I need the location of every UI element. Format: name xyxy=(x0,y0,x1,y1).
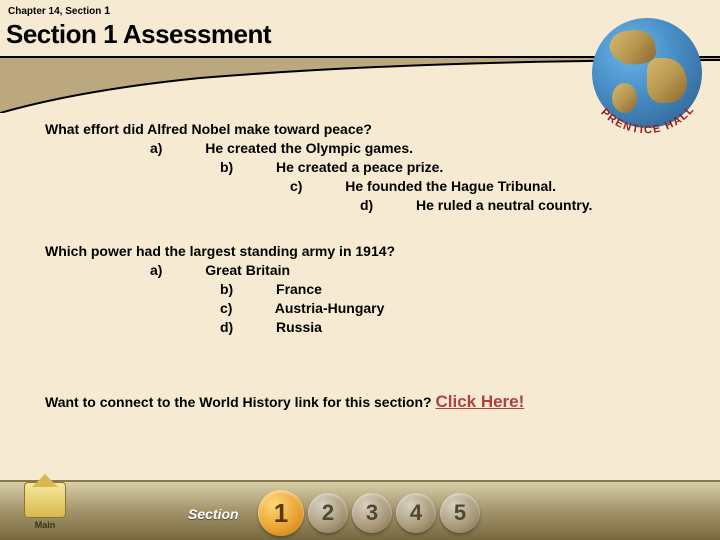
question-block-2: Which power had the largest standing arm… xyxy=(45,242,665,336)
option-row: c) Austria-Hungary xyxy=(45,299,665,318)
footer-bar: Main Section 1 2 3 4 5 xyxy=(0,480,720,540)
section-number-buttons: 1 2 3 4 5 xyxy=(258,493,480,536)
option-text: Russia xyxy=(276,319,322,335)
section-title: Section 1 Assessment xyxy=(6,19,271,50)
option-text: He founded the Hague Tribunal. xyxy=(345,178,556,194)
section-footer-label: Section xyxy=(188,506,239,522)
option-text: Austria-Hungary xyxy=(275,300,385,316)
home-icon xyxy=(24,482,66,518)
external-link-row: Want to connect to the World History lin… xyxy=(45,392,665,412)
question-block-1: What effort did Alfred Nobel make toward… xyxy=(45,120,665,214)
option-letter: d) xyxy=(360,197,373,213)
option-row: a) He created the Olympic games. xyxy=(45,139,665,158)
question-prompt: Which power had the largest standing arm… xyxy=(45,242,665,261)
option-letter: a) xyxy=(150,140,162,156)
content-area: What effort did Alfred Nobel make toward… xyxy=(45,120,665,412)
option-letter: c) xyxy=(220,300,232,316)
option-text: He created a peace prize. xyxy=(276,159,443,175)
section-button-5[interactable]: 5 xyxy=(440,493,480,533)
section-button-3[interactable]: 3 xyxy=(352,493,392,533)
option-row: a) Great Britain xyxy=(45,261,665,280)
option-row: d) Russia xyxy=(45,318,665,337)
option-letter: b) xyxy=(220,159,233,175)
option-text: He ruled a neutral country. xyxy=(416,197,592,213)
main-home-button[interactable]: Main xyxy=(24,482,66,530)
option-row: d) He ruled a neutral country. xyxy=(45,196,665,215)
option-text: France xyxy=(276,281,322,297)
option-letter: c) xyxy=(290,178,302,194)
option-text: Great Britain xyxy=(205,262,290,278)
link-lead-text: Want to connect to the World History lin… xyxy=(45,394,435,410)
click-here-link[interactable]: Click Here! xyxy=(435,392,524,411)
option-row: b) He created a peace prize. xyxy=(45,158,665,177)
section-button-4[interactable]: 4 xyxy=(396,493,436,533)
section-button-1[interactable]: 1 xyxy=(258,490,304,536)
chapter-label: Chapter 14, Section 1 xyxy=(8,5,110,17)
option-letter: b) xyxy=(220,281,233,297)
option-letter: d) xyxy=(220,319,233,335)
option-row: b) France xyxy=(45,280,665,299)
question-prompt: What effort did Alfred Nobel make toward… xyxy=(45,120,665,139)
option-text: He created the Olympic games. xyxy=(205,140,413,156)
option-letter: a) xyxy=(150,262,162,278)
main-label: Main xyxy=(24,520,66,530)
chapter-text: Chapter 14, Section xyxy=(8,6,101,17)
globe-icon xyxy=(592,18,702,128)
chapter-number: 1 xyxy=(104,5,110,17)
option-row: c) He founded the Hague Tribunal. xyxy=(45,177,665,196)
section-button-2[interactable]: 2 xyxy=(308,493,348,533)
